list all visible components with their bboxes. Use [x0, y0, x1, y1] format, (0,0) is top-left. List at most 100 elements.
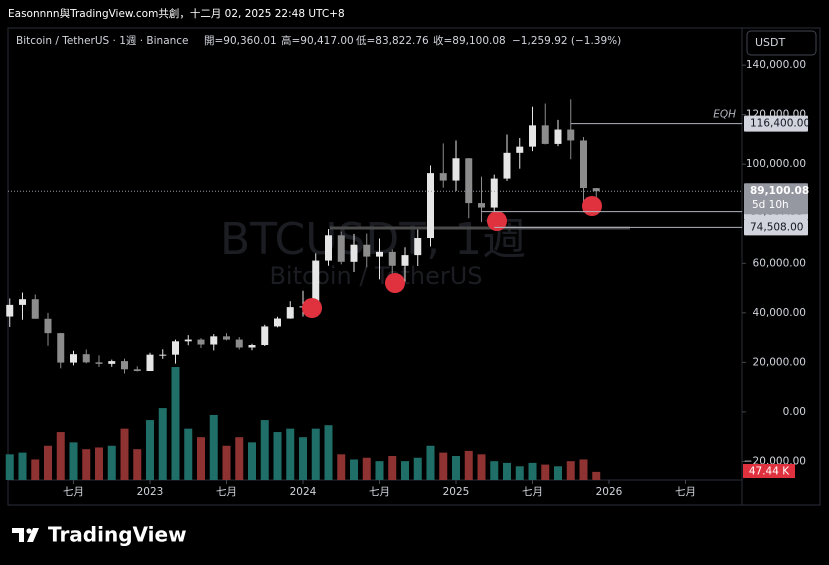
candle-body [376, 251, 383, 257]
candle-body [516, 146, 524, 153]
x-tick-label: 2023 [137, 486, 164, 498]
candle-body [350, 244, 358, 262]
volume-bar [146, 420, 154, 480]
candle-body [337, 235, 345, 262]
volume-bar [18, 452, 27, 480]
marker [582, 196, 602, 216]
volume-bar [324, 425, 333, 480]
x-tick-label: 2026 [596, 486, 623, 498]
candle-body [197, 339, 205, 345]
volume-bar [248, 442, 256, 480]
candle-body [31, 299, 39, 319]
y-tick-label: 100,000.00 [746, 158, 806, 170]
volume-bar [44, 445, 52, 480]
candle-body [159, 354, 167, 356]
volume-bar [554, 466, 562, 480]
chart-frame [7, 27, 821, 506]
candle-body [478, 203, 485, 208]
volume-bar [222, 445, 231, 480]
candle-body [363, 244, 371, 257]
candle-body [388, 251, 396, 266]
candle-body [210, 336, 218, 345]
volume-bar [184, 428, 193, 480]
brand-logo [12, 528, 39, 542]
volume-bar [362, 457, 371, 480]
volume-bar [503, 462, 511, 480]
candle-body [248, 345, 256, 348]
last-price-countdown: 5d 10h [752, 199, 789, 211]
legend-low: 低=83,822.76 [356, 34, 429, 47]
volume-bar [541, 464, 550, 480]
legend: Bitcoin / TetherUS · 1週 · Binance 開=90,3… [16, 34, 621, 47]
candle-body [592, 188, 600, 192]
candle-body [108, 361, 116, 364]
candle-body [223, 336, 230, 340]
volume-bar [592, 471, 601, 480]
volume-label: 47.44 K [749, 466, 790, 478]
candle-body [6, 304, 14, 317]
volume-bar [515, 466, 524, 480]
last-price-label: 89,100.08 [750, 185, 809, 197]
marker [487, 211, 507, 231]
candle-body [439, 173, 447, 181]
candle-body [529, 125, 536, 147]
watermark-ticker: BTCUSDT, 1週 [220, 214, 526, 265]
candle-body [70, 354, 77, 363]
volume-bar [528, 462, 537, 480]
level-label: 116,400.00 [750, 118, 810, 130]
candle-body [427, 173, 434, 239]
candle-body [261, 326, 269, 346]
candle-body [235, 339, 243, 348]
volume-bar [413, 457, 422, 480]
header: Easonnnn與TradingView.com共創，十二月 02, 2025 … [8, 7, 345, 20]
markers [302, 196, 602, 318]
y-tick-label: 140,000.00 [746, 59, 806, 71]
x-tick-label: 2025 [443, 486, 470, 498]
volume-bar [235, 437, 244, 480]
volume-bar [337, 454, 346, 480]
volume-bar [133, 449, 142, 480]
volume-bar [56, 432, 65, 480]
candle-body [19, 299, 26, 305]
marker [385, 273, 405, 293]
currency-button-label[interactable]: USDT [755, 36, 786, 49]
last-price-bg [744, 183, 808, 215]
brand-name: TradingView [48, 523, 187, 547]
candle-body [541, 125, 549, 144]
candle-body [82, 354, 90, 363]
volume-bar [273, 432, 282, 480]
candle-body [325, 235, 332, 261]
watermark-name: Bitcoin / TetherUS [269, 262, 482, 290]
volume-bar [299, 437, 307, 480]
candle-body [401, 255, 409, 266]
x-tick-label: 七月 [216, 486, 237, 498]
volume-bar [477, 454, 486, 480]
level-label-bg [744, 115, 808, 132]
volume-bar [426, 445, 435, 480]
level-name: EQH [713, 109, 736, 121]
y-tick-label: 40,000.00 [753, 307, 806, 319]
legend-open: 開=90,360.01 [204, 35, 277, 47]
currency-button[interactable] [746, 30, 817, 56]
brand: TradingView [12, 523, 187, 547]
volume-bar [69, 442, 78, 480]
volume-bar [260, 420, 269, 480]
volume-bar [452, 456, 460, 480]
volume-bar [579, 459, 588, 480]
volume-bar [82, 449, 91, 480]
candle-body [567, 129, 575, 141]
volume-bar [439, 452, 448, 480]
candle-body [146, 354, 154, 372]
candle-body [465, 158, 473, 204]
candle-body [414, 238, 422, 256]
volume-bar [388, 456, 397, 480]
candle-body [133, 369, 141, 372]
volume-bar [375, 461, 384, 480]
volume-bar [286, 428, 295, 480]
x-tick-label: 七月 [63, 486, 84, 498]
legend-close: 收=89,100.08 [433, 34, 506, 47]
volume-bar [490, 461, 499, 480]
x-tick-label: 2024 [290, 486, 317, 498]
candle-body [580, 140, 587, 188]
